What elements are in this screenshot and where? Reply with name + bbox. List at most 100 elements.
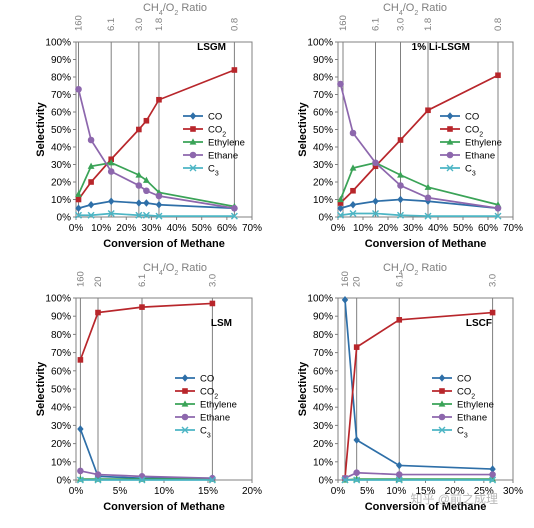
y-tick-label: 100% <box>45 294 71 305</box>
legend-swatch-marker <box>189 112 197 120</box>
legend-swatch-marker <box>181 426 189 434</box>
data-point <box>75 190 82 197</box>
y-tick-label: 70% <box>313 90 333 101</box>
legend-swatch-marker <box>189 138 197 145</box>
x-tick-label: 10% <box>154 486 174 497</box>
data-point <box>494 212 502 220</box>
x-tick-label: 20% <box>445 486 465 497</box>
data-point <box>372 210 379 217</box>
data-point <box>349 164 357 171</box>
data-point <box>76 476 84 484</box>
ratio-tick-label: 6.1 <box>394 274 405 287</box>
series-co <box>337 195 502 213</box>
data-point <box>75 204 82 213</box>
top-axis-title: CH4/O2 Ratio <box>143 262 207 277</box>
y-tick-label: 10% <box>313 457 333 468</box>
y-tick-label: 90% <box>51 55 71 66</box>
legend-swatch-marker <box>190 126 196 132</box>
data-point <box>397 171 404 178</box>
data-point <box>494 204 502 212</box>
watermark-text: 知乎 @前之成理 <box>410 491 498 506</box>
x-tick-label: 5% <box>360 486 375 497</box>
y-tick-label: 10% <box>51 195 71 206</box>
data-point <box>372 163 379 170</box>
data-point <box>75 196 82 203</box>
x-tick-label: 20% <box>242 486 262 497</box>
legend-swatch-marker <box>438 413 446 421</box>
series-c3 <box>76 476 216 484</box>
y-tick-label: 30% <box>313 421 333 432</box>
data-point <box>143 187 150 195</box>
data-point <box>77 425 84 433</box>
data-point <box>107 210 115 217</box>
x-tick-label: 0% <box>331 223 346 234</box>
legend-swatch-marker <box>446 164 454 172</box>
y-tick-label: 100% <box>307 294 333 305</box>
data-point <box>155 200 163 209</box>
data-point <box>107 168 115 175</box>
legend-entry-label: Ethane <box>457 413 487 424</box>
data-point <box>135 171 143 178</box>
data-point <box>95 309 101 316</box>
data-point <box>87 136 95 144</box>
x-tick-label: 40% <box>428 223 448 234</box>
series-line <box>339 83 499 210</box>
y-tick-label: 90% <box>313 55 333 66</box>
y-tick-label: 30% <box>313 160 333 171</box>
legend-entry-label: C3 <box>200 426 211 440</box>
data-point <box>135 182 143 189</box>
ratio-tick-label: 3.0 <box>134 18 145 31</box>
data-point <box>156 96 162 103</box>
legend-swatch-marker <box>447 126 453 132</box>
data-point <box>372 197 379 206</box>
y-tick-label: 100% <box>45 38 71 49</box>
y-tick-label: 0% <box>57 476 72 487</box>
legend-swatch-marker <box>181 400 189 407</box>
y-tick-label: 80% <box>51 330 71 341</box>
series-line <box>344 471 493 479</box>
series-line <box>80 470 213 480</box>
data-point <box>341 296 349 304</box>
x-tick-label: 10% <box>386 486 406 497</box>
legend-swatch-marker <box>439 388 445 394</box>
y-tick-label: 90% <box>51 312 71 323</box>
y-tick-label: 80% <box>313 330 333 341</box>
data-point <box>424 212 432 220</box>
y-tick-label: 20% <box>313 439 333 450</box>
x-tick-label: 5% <box>113 486 128 497</box>
y-tick-label: 0% <box>319 213 334 224</box>
x-tick-label: 50% <box>453 223 473 234</box>
y-tick-label: 70% <box>313 348 333 359</box>
data-point <box>155 192 163 200</box>
x-tick-label: 50% <box>192 223 212 234</box>
data-point <box>349 129 357 137</box>
data-point <box>77 357 84 363</box>
legend-swatch-marker <box>182 388 188 394</box>
data-point <box>349 210 357 217</box>
legend-swatch-marker <box>438 400 446 407</box>
legend-swatch-marker <box>438 374 446 382</box>
ratio-tick-label: 160 <box>338 15 349 31</box>
x-tick-label: 40% <box>167 223 187 234</box>
data-point <box>231 204 238 212</box>
data-point <box>155 212 163 220</box>
plot-area-frame <box>337 41 514 218</box>
data-point <box>94 471 102 478</box>
x-tick-label: 0% <box>69 486 84 497</box>
legend-swatch-marker <box>189 151 197 159</box>
data-point <box>87 162 95 169</box>
legend-entry-label: C3 <box>208 164 219 178</box>
y-tick-label: 40% <box>313 143 333 154</box>
legend-swatch-marker <box>438 426 446 434</box>
y-tick-label: 50% <box>51 125 71 136</box>
x-tick-label: 30% <box>403 223 423 234</box>
data-point <box>397 182 404 189</box>
data-point <box>139 304 145 310</box>
catalyst-label: LSM <box>211 318 232 329</box>
legend-swatch-marker <box>189 164 197 172</box>
x-tick-label: 15% <box>198 486 218 497</box>
data-point <box>353 476 361 484</box>
